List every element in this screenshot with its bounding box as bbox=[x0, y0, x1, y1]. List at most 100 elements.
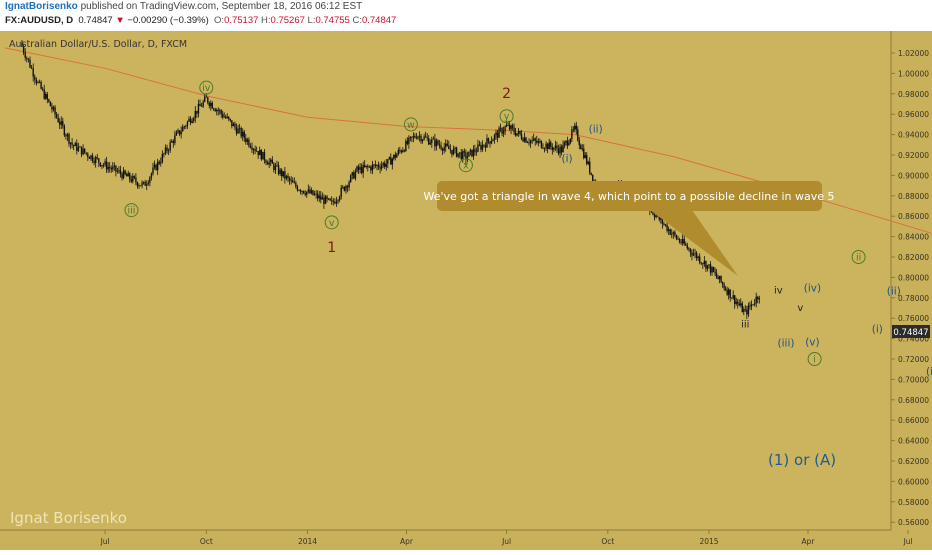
author-link[interactable]: IgnatBorisenko bbox=[5, 1, 78, 12]
candle-body bbox=[147, 182, 149, 185]
candle-body bbox=[229, 118, 231, 121]
candle-body bbox=[238, 128, 241, 129]
candle-body bbox=[102, 164, 105, 166]
candle-body bbox=[465, 152, 467, 160]
candle-body bbox=[93, 161, 95, 163]
y-tick-label: 0.56000 bbox=[898, 518, 929, 527]
y-tick-label: 0.90000 bbox=[898, 171, 929, 180]
candle-body bbox=[69, 142, 72, 144]
candle-body bbox=[119, 170, 122, 174]
y-tick-label: 0.88000 bbox=[898, 192, 929, 201]
candle-body bbox=[54, 107, 56, 115]
candle-body bbox=[183, 126, 185, 128]
candle-body bbox=[109, 166, 111, 169]
candle-body bbox=[153, 164, 156, 168]
candle-body bbox=[32, 68, 34, 77]
candle-body bbox=[393, 154, 395, 159]
candle-body bbox=[681, 239, 684, 244]
candle-body bbox=[208, 102, 210, 106]
candle-body bbox=[231, 120, 233, 127]
candle-body bbox=[251, 147, 253, 150]
candle-body bbox=[403, 150, 406, 152]
candle-body bbox=[277, 165, 280, 175]
candle-body bbox=[136, 182, 139, 187]
wave-label: (i) bbox=[562, 153, 573, 165]
candle-body bbox=[586, 155, 588, 164]
candle-body bbox=[60, 121, 62, 125]
y-tick-label: 0.84000 bbox=[898, 233, 929, 242]
price-chart[interactable]: 1.02000 1.00000 0.98000 0.96000 0.94000 0.920… bbox=[0, 31, 932, 550]
symbol-label[interactable]: FX:AUDUSD, D bbox=[5, 15, 74, 26]
candle-body bbox=[323, 197, 325, 204]
candle-body bbox=[423, 136, 425, 140]
candle-body bbox=[438, 144, 441, 146]
candle-body bbox=[418, 135, 421, 137]
candle-body bbox=[543, 148, 546, 150]
candle-body bbox=[98, 158, 100, 163]
candle-body bbox=[166, 147, 168, 151]
candle-body bbox=[91, 155, 94, 162]
candle-body bbox=[504, 126, 506, 132]
price-change: −0.00290 (−0.39%) bbox=[127, 15, 209, 26]
candle-body bbox=[426, 137, 428, 139]
candle-body bbox=[432, 138, 435, 140]
candle-body bbox=[21, 42, 23, 47]
candle-body bbox=[421, 139, 424, 142]
candle-body bbox=[228, 116, 230, 119]
wave-label: (iii) bbox=[926, 366, 932, 378]
chart-area[interactable]: 1.02000 1.00000 0.98000 0.96000 0.94000 0.920… bbox=[0, 31, 932, 550]
candle-body bbox=[222, 113, 224, 118]
candle-body bbox=[584, 155, 586, 158]
wave-label: (iii) bbox=[778, 338, 795, 350]
last-price-tag bbox=[892, 325, 930, 338]
candle-body bbox=[501, 128, 503, 134]
candle-body bbox=[46, 93, 48, 100]
candle-body bbox=[155, 164, 157, 171]
candle-body bbox=[715, 273, 718, 277]
candle-body bbox=[158, 161, 160, 164]
candle-body bbox=[367, 165, 369, 168]
candle-body bbox=[59, 122, 61, 125]
x-tick-label: Apr bbox=[802, 537, 816, 546]
candle-body bbox=[744, 309, 746, 311]
last-price-tag-text: 0.74847 bbox=[893, 328, 928, 338]
candle-body bbox=[353, 172, 355, 179]
high-label: H: bbox=[261, 15, 271, 26]
candle-body bbox=[287, 175, 289, 178]
candle-body bbox=[384, 163, 386, 167]
candle-body bbox=[757, 296, 759, 300]
price-axis-panel[interactable] bbox=[891, 31, 932, 550]
candle-body bbox=[146, 184, 148, 186]
candle-body bbox=[196, 110, 198, 114]
callout-box[interactable] bbox=[437, 181, 822, 211]
candle-body bbox=[752, 304, 754, 306]
candle-body bbox=[520, 134, 523, 139]
candle-body bbox=[210, 102, 212, 106]
candle-body bbox=[409, 136, 412, 138]
candle-body bbox=[334, 202, 336, 204]
candle-body bbox=[734, 295, 736, 304]
candle-body bbox=[79, 146, 81, 148]
time-axis-panel[interactable] bbox=[0, 530, 891, 550]
open-value: 0.75137 bbox=[224, 15, 259, 26]
candle-body bbox=[749, 305, 751, 307]
candle-body bbox=[99, 162, 102, 167]
candle-body bbox=[531, 140, 533, 142]
candle-body bbox=[74, 143, 76, 147]
candle-body bbox=[188, 118, 190, 122]
candle-body bbox=[185, 125, 187, 127]
candle-body bbox=[45, 93, 47, 99]
candle-body bbox=[77, 147, 80, 151]
candle-body bbox=[566, 140, 569, 146]
candle-body bbox=[365, 165, 367, 167]
y-tick-label: 0.98000 bbox=[898, 90, 929, 99]
candle-body bbox=[661, 217, 664, 224]
low-label: L: bbox=[307, 15, 316, 26]
candle-body bbox=[729, 289, 731, 298]
candle-body bbox=[113, 165, 116, 167]
price-candles bbox=[21, 39, 761, 320]
candle-body bbox=[545, 143, 547, 149]
candle-body bbox=[686, 245, 688, 249]
candle-body bbox=[63, 125, 66, 136]
candle-body bbox=[205, 96, 207, 98]
